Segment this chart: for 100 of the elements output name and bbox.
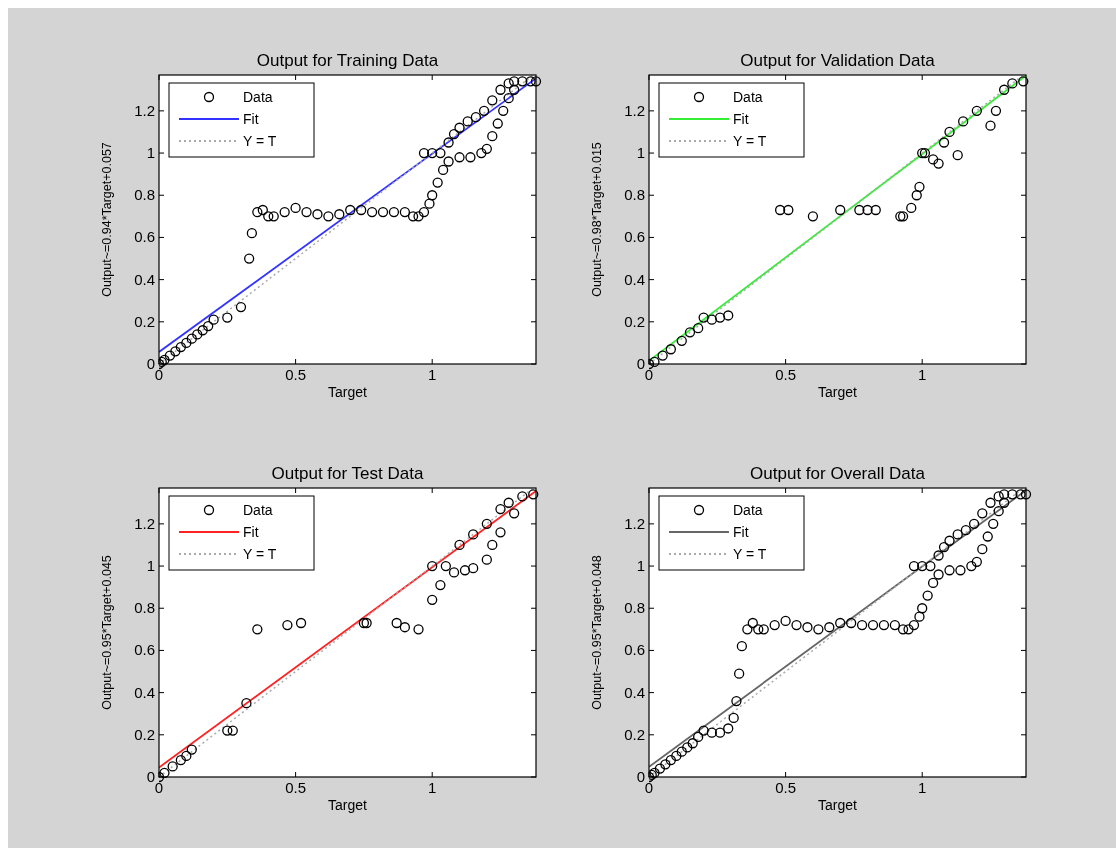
point	[783, 204, 794, 216]
point	[440, 560, 451, 572]
y-tick-label: 0.6	[624, 641, 645, 659]
point	[295, 617, 307, 629]
x-tick-label: 1	[428, 779, 437, 796]
point	[958, 116, 969, 127]
point	[714, 312, 726, 323]
point	[911, 190, 922, 201]
legend-label: Fit	[243, 524, 259, 540]
x-tick-label: 1	[918, 779, 927, 796]
point	[665, 344, 677, 355]
point	[684, 327, 696, 338]
point	[517, 491, 528, 502]
legend-label: Y = T	[243, 546, 277, 562]
point	[241, 698, 252, 709]
y-tick-label: 0.8	[134, 599, 155, 617]
point	[181, 750, 192, 762]
x-tick-label: 0.5	[285, 366, 307, 383]
point	[657, 350, 668, 361]
point	[282, 619, 293, 631]
point	[427, 594, 438, 605]
y-tick-label: 0.2	[624, 312, 645, 330]
point	[933, 158, 944, 169]
y-axis-title: Output~=0.95*Target+0.045	[100, 555, 114, 710]
point	[914, 181, 925, 192]
y-tick-label: 1.2	[624, 514, 645, 532]
legend-label: Fit	[243, 111, 259, 127]
y-tick-label: 0	[636, 768, 645, 785]
y-tick-label: 1.2	[134, 101, 155, 119]
x-tick-label: 1	[428, 366, 437, 383]
y-tick-label: 0.4	[624, 270, 645, 288]
chart-title: Output for Overall Data	[750, 464, 926, 483]
point	[454, 539, 465, 551]
x-axis-title: Target	[818, 797, 858, 813]
y-tick-label: 1	[636, 144, 645, 162]
legend-label: Data	[243, 502, 273, 518]
point	[509, 508, 520, 519]
point	[495, 527, 506, 538]
y-tick-label: 0.8	[134, 186, 155, 204]
point	[676, 335, 687, 346]
point	[1007, 78, 1018, 89]
point	[870, 204, 881, 216]
point	[252, 624, 263, 635]
point	[159, 767, 170, 778]
y-tick-label: 0.2	[624, 725, 645, 743]
point	[862, 204, 873, 216]
legend-label: Y = T	[733, 133, 767, 149]
point	[391, 617, 402, 629]
point	[807, 211, 819, 222]
point	[427, 560, 438, 572]
legend-label: Data	[733, 89, 763, 105]
legend-label: Y = T	[733, 546, 767, 562]
point	[167, 761, 178, 772]
point	[435, 579, 446, 591]
x-axis-title: Target	[328, 384, 368, 400]
y-tick-label: 1.2	[624, 101, 645, 119]
y-tick-label: 0.8	[624, 186, 645, 204]
point	[1018, 76, 1029, 87]
y-tick-label: 0.8	[624, 599, 645, 617]
y-tick-label: 0.4	[624, 683, 645, 701]
y-tick-label: 0.6	[134, 641, 155, 659]
y-tick-label: 1	[146, 557, 155, 575]
point	[990, 105, 1002, 117]
point	[985, 120, 996, 131]
y-tick-label: 1	[146, 144, 155, 162]
x-tick-label: 0.5	[775, 779, 797, 796]
y-tick-label: 0	[146, 768, 155, 785]
y-tick-label: 0.6	[134, 228, 155, 246]
x-tick-label: 0.5	[775, 366, 797, 383]
y-tick-label: 1	[636, 557, 645, 575]
y-axis-title: Output~=0.95*Target+0.048	[590, 555, 604, 710]
point	[413, 624, 424, 635]
point	[952, 150, 963, 161]
point	[227, 725, 238, 736]
y-tick-label: 0.2	[134, 725, 155, 743]
point	[971, 105, 982, 117]
point	[487, 539, 498, 551]
y-axis-title: Output~=0.98*Target+0.015	[590, 142, 604, 297]
point	[468, 563, 479, 574]
y-tick-label: 1.2	[134, 514, 155, 532]
point	[459, 565, 471, 576]
point	[503, 497, 514, 508]
point	[481, 518, 492, 530]
point	[399, 622, 411, 633]
point	[906, 202, 917, 214]
x-tick-label: 0.5	[285, 779, 307, 796]
point	[723, 310, 734, 321]
y-tick-label: 0	[146, 355, 155, 372]
legend-label: Data	[733, 502, 763, 518]
y-tick-label: 0.6	[624, 228, 645, 246]
point	[186, 744, 197, 755]
legend-label: Fit	[733, 111, 749, 127]
y-tick-label: 0.4	[134, 270, 155, 288]
point	[448, 567, 460, 578]
point	[468, 529, 479, 540]
legend-label: Data	[243, 89, 273, 105]
point	[706, 314, 717, 325]
legend-label: Y = T	[243, 133, 277, 149]
x-axis-title: Target	[328, 797, 368, 813]
point	[774, 204, 786, 216]
